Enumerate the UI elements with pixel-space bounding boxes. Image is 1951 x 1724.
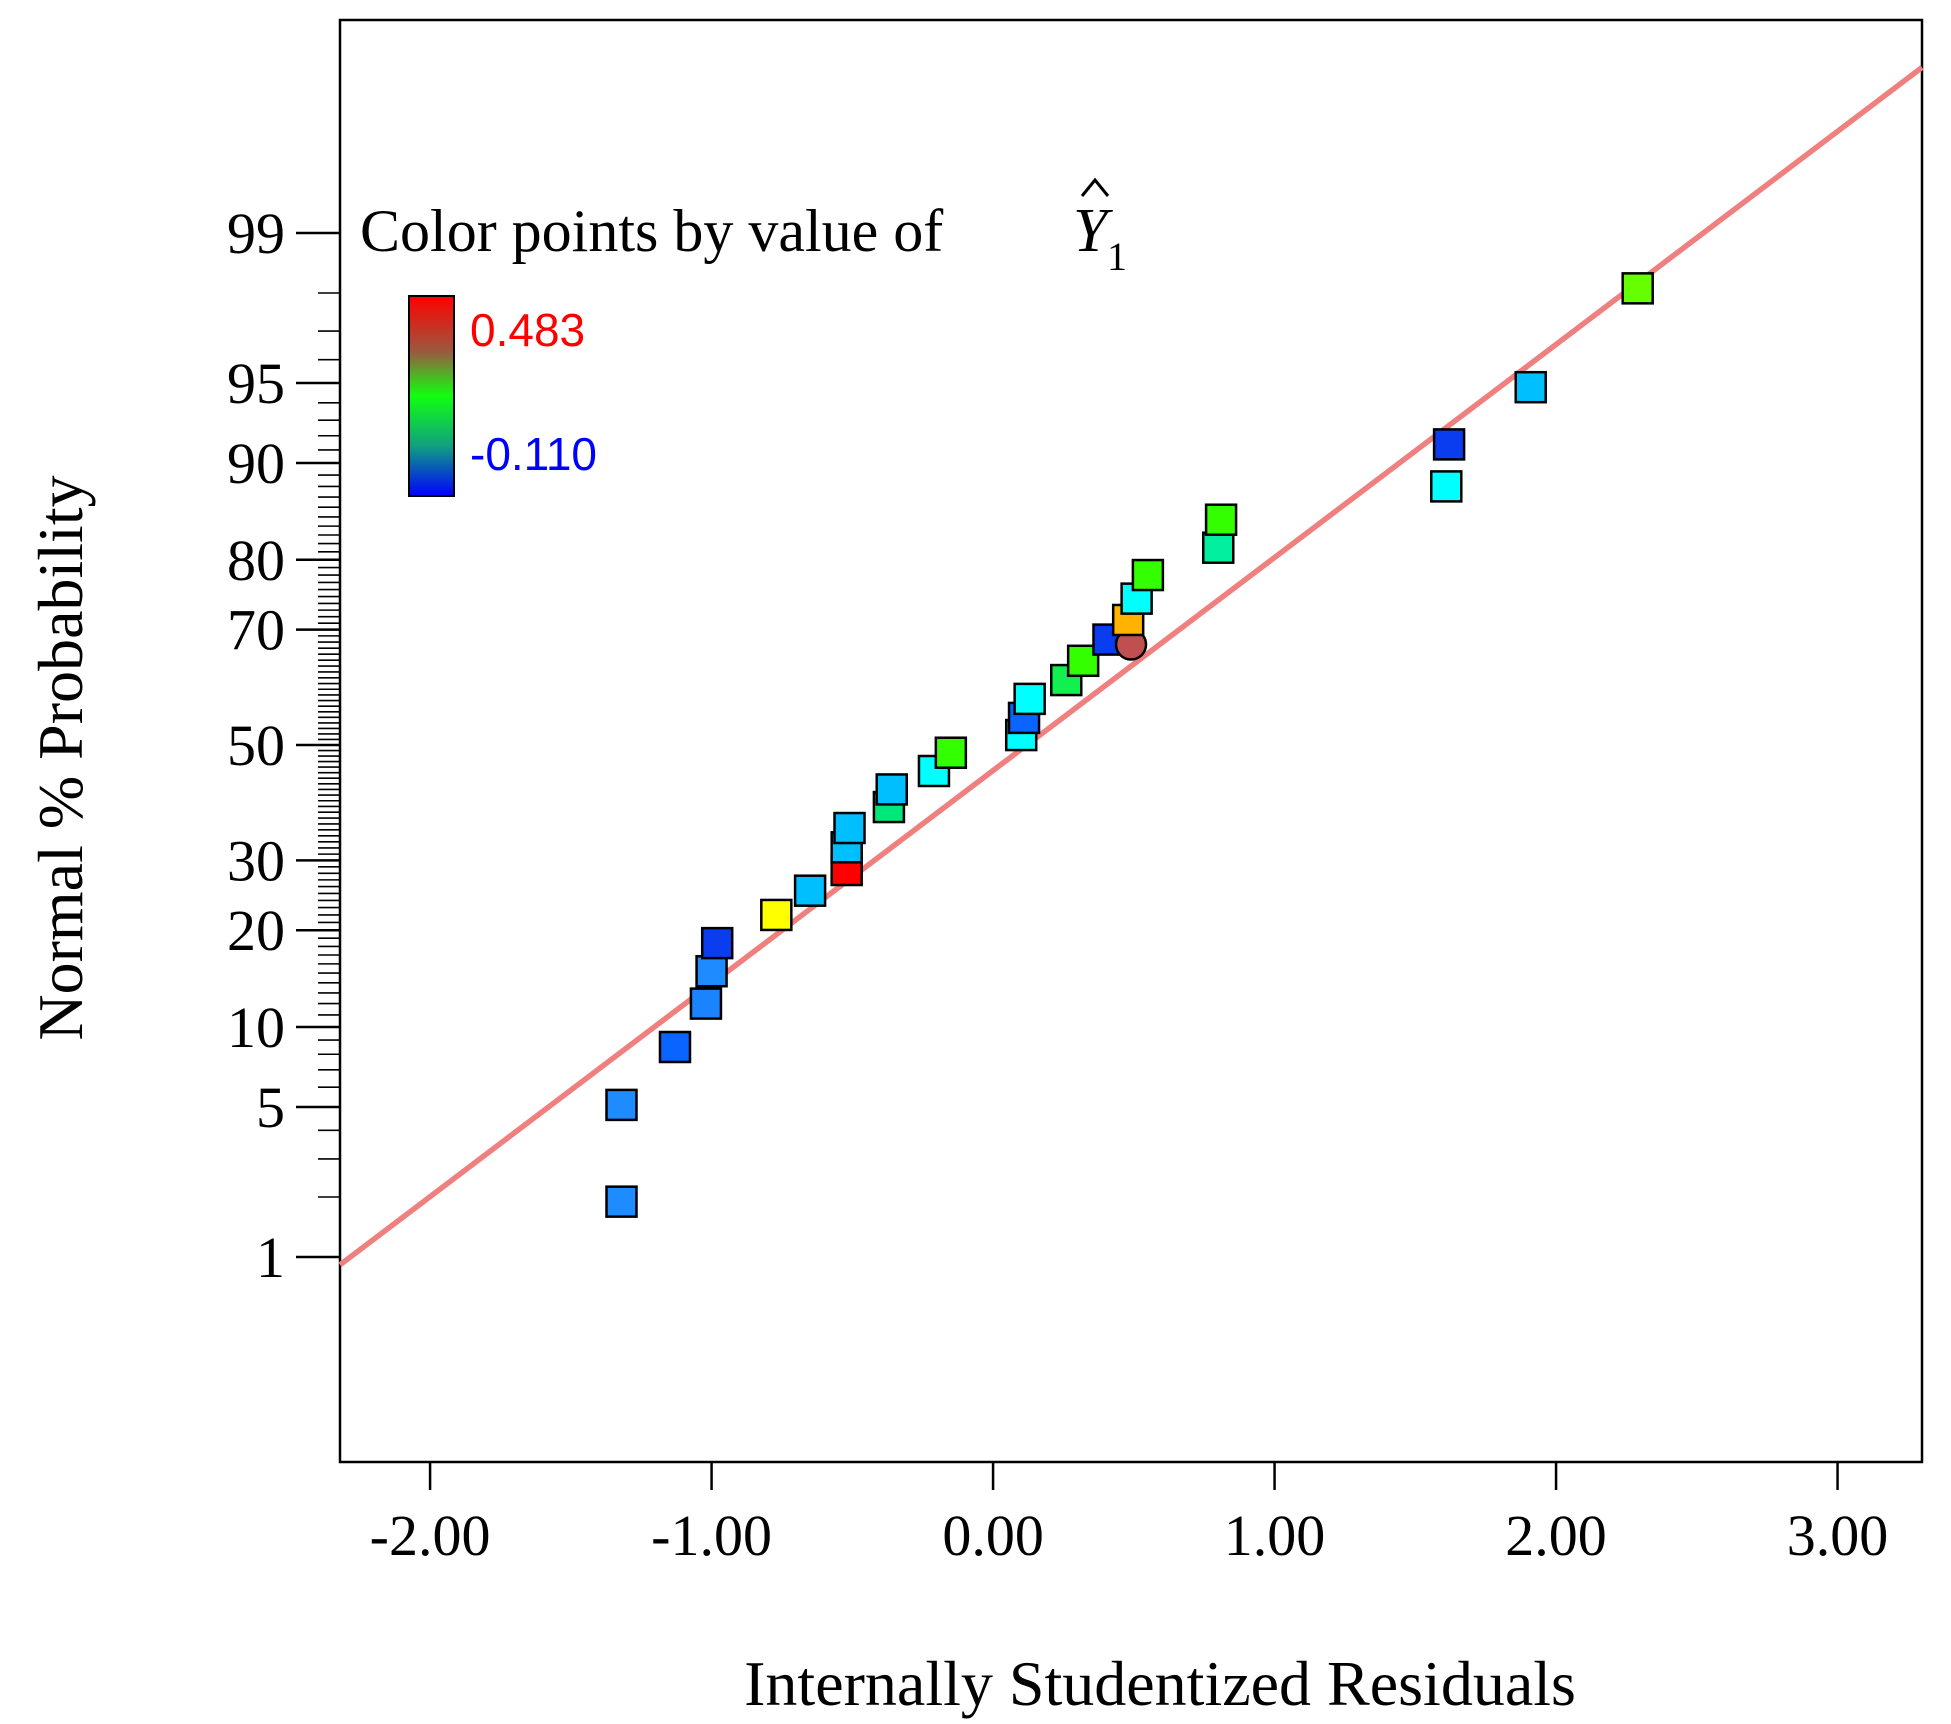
legend-title: Color points by value of bbox=[360, 198, 943, 264]
y-tick-label: 5 bbox=[256, 1075, 285, 1140]
data-point bbox=[1066, 644, 1100, 678]
data-point bbox=[793, 874, 827, 907]
colorbar bbox=[408, 295, 455, 497]
y-tick-label: 1 bbox=[256, 1225, 285, 1290]
data-point bbox=[1204, 503, 1238, 536]
x-axis-label: Internally Studentized Residuals bbox=[744, 1648, 1576, 1719]
y-tick-label: 70 bbox=[227, 598, 285, 663]
data-point bbox=[605, 1185, 638, 1218]
x-tick-label: 1.00 bbox=[1224, 1503, 1326, 1568]
y-tick-label: 80 bbox=[227, 528, 285, 593]
y-tick-label: 10 bbox=[227, 995, 285, 1060]
data-point bbox=[760, 898, 793, 932]
y-tick-label: 20 bbox=[227, 898, 285, 963]
data-point bbox=[875, 773, 908, 806]
legend-symbol: Y bbox=[1073, 197, 1113, 265]
y-tick-label: 95 bbox=[227, 351, 285, 416]
legend-symbol-subscript: 1 bbox=[1107, 234, 1127, 279]
y-axis-label: Normal % Probability bbox=[25, 475, 96, 1040]
x-tick-label: -2.00 bbox=[370, 1503, 491, 1568]
data-point bbox=[695, 954, 728, 988]
reference-line-layer bbox=[338, 65, 1924, 1268]
data-point bbox=[658, 1030, 692, 1064]
color-legend: Color points by value of Y 1 0.483 -0.11… bbox=[360, 177, 1127, 497]
x-tick-label: 0.00 bbox=[942, 1503, 1044, 1568]
data-point bbox=[934, 736, 968, 769]
y-tick-label: 30 bbox=[227, 828, 285, 893]
legend-symbol-hat bbox=[1080, 177, 1110, 197]
data-point bbox=[605, 1088, 638, 1122]
data-point bbox=[1430, 470, 1463, 503]
plot-frame bbox=[338, 18, 1924, 1464]
x-tick-label: -1.00 bbox=[651, 1503, 772, 1568]
data-point bbox=[1013, 682, 1046, 716]
data-point bbox=[1621, 272, 1654, 305]
data-point bbox=[1432, 428, 1466, 461]
y-tick-label: 99 bbox=[227, 201, 285, 266]
data-point bbox=[1050, 663, 1083, 697]
data-point bbox=[1131, 558, 1165, 592]
legend-min-label: -0.110 bbox=[470, 428, 597, 480]
x-tick-label: 2.00 bbox=[1505, 1503, 1607, 1568]
data-point bbox=[700, 926, 734, 960]
points-layer bbox=[605, 272, 1654, 1218]
y-tick-label: 50 bbox=[227, 713, 285, 778]
data-point bbox=[833, 811, 866, 845]
data-point bbox=[689, 987, 723, 1020]
y-tick-label: 90 bbox=[227, 431, 285, 496]
legend-max-label: 0.483 bbox=[470, 304, 585, 356]
x-tick-label: 3.00 bbox=[1787, 1503, 1889, 1568]
data-point bbox=[1202, 531, 1235, 564]
data-point bbox=[1514, 370, 1547, 404]
reference-line bbox=[338, 65, 1924, 1268]
